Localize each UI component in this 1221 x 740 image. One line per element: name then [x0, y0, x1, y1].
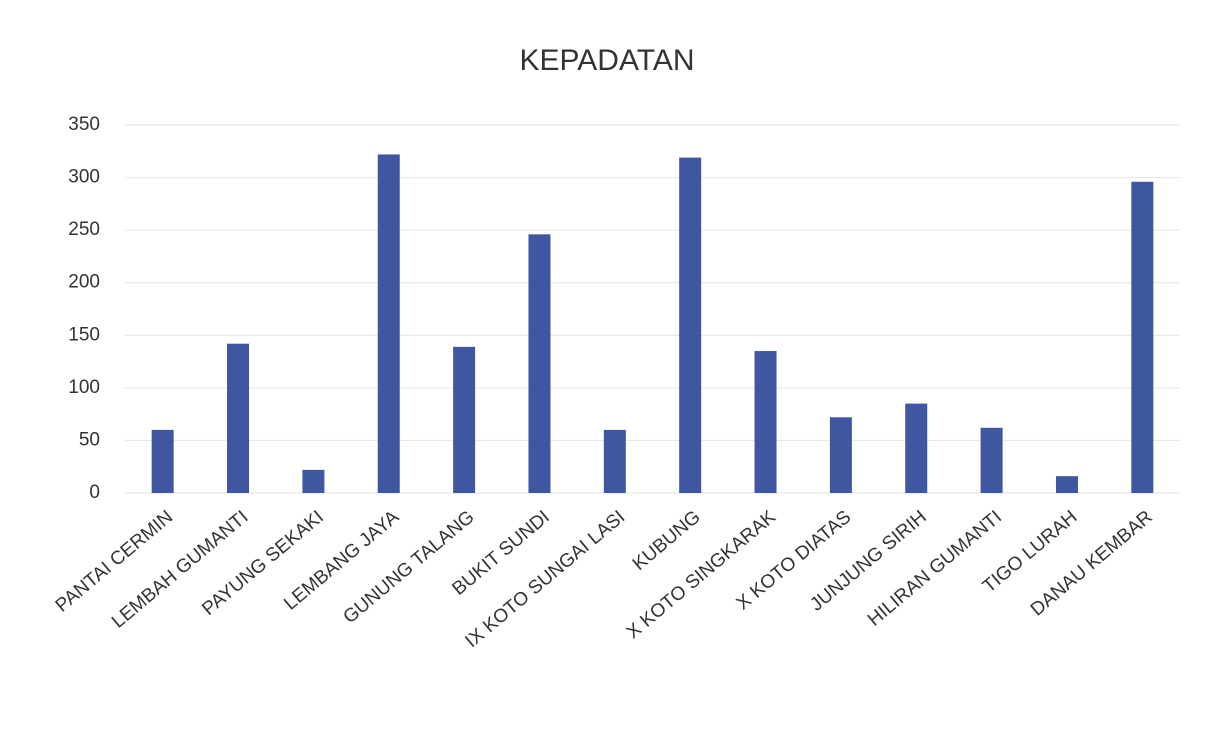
chart-title: KEPADATAN — [519, 44, 694, 77]
x-tick-label: HILIRAN GUMANTI — [864, 507, 1006, 631]
y-tick-label: 0 — [89, 482, 100, 503]
bar — [227, 343, 250, 493]
x-tick-label: KUBUNG — [629, 507, 705, 575]
y-tick-label: 150 — [68, 324, 100, 345]
bar — [528, 234, 551, 493]
bar — [679, 157, 702, 493]
bar — [603, 429, 626, 493]
x-tick-label: X KOTO SINGKARAK — [623, 506, 780, 643]
y-tick-label: 250 — [68, 219, 100, 240]
bar — [453, 346, 476, 493]
y-tick-label: 350 — [68, 114, 100, 135]
bar — [377, 154, 400, 493]
bar — [1131, 181, 1154, 493]
y-tick-label: 50 — [79, 429, 100, 450]
bar — [302, 469, 325, 493]
bar — [829, 417, 852, 493]
x-tick-label: GUNUNG TALANG — [339, 507, 478, 629]
y-tick-label: 100 — [68, 377, 100, 398]
bar — [905, 403, 928, 493]
bar — [1055, 476, 1078, 493]
bar — [151, 429, 174, 493]
y-tick-label: 200 — [68, 272, 100, 293]
bar — [980, 427, 1003, 493]
y-tick-label: 300 — [68, 167, 100, 188]
x-tick-label: LEMBAH GUMANTI — [108, 507, 253, 633]
bar — [754, 351, 777, 493]
